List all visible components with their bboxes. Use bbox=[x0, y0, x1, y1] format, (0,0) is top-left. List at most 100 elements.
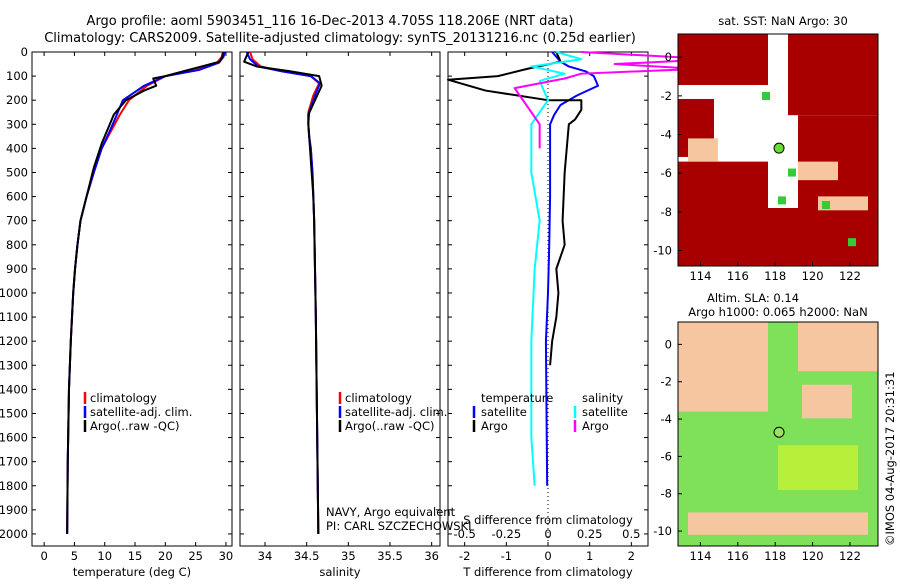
sst-cell bbox=[762, 92, 770, 100]
lon-tick-label: 114 bbox=[689, 549, 711, 563]
lat-tick-label: -6 bbox=[661, 166, 672, 180]
argo-position-marker bbox=[773, 142, 785, 154]
sst-cell bbox=[778, 196, 786, 205]
x-tick-label: 35 bbox=[341, 549, 356, 563]
sst-map: 114 116 118 120 122 0 -2 -4 -6 -8 -10 bbox=[653, 33, 879, 283]
land-patch bbox=[798, 322, 878, 372]
series-line-salinity-argo bbox=[513, 51, 716, 149]
s-tick-label: -0.25 bbox=[491, 527, 521, 541]
series-line-salinity-satellite bbox=[530, 51, 583, 486]
lon-tick-label: 122 bbox=[839, 549, 861, 563]
legend-t-satellite-label: satellite bbox=[481, 405, 527, 419]
s-tick-label: 0 bbox=[544, 527, 551, 541]
sst-patch bbox=[788, 34, 878, 116]
x-tick-label: 34.5 bbox=[294, 549, 320, 563]
x-tick-label: 25 bbox=[188, 549, 203, 563]
series-line-temperature-argo bbox=[447, 51, 583, 366]
lon-tick-label: 118 bbox=[764, 549, 786, 563]
lat-tick-label: -10 bbox=[653, 244, 672, 258]
depth-tick-label: 900 bbox=[6, 262, 28, 276]
x-tick-label: 35.5 bbox=[377, 549, 403, 563]
t-diff-axis-label: T difference from climatology bbox=[462, 565, 633, 579]
sst-map-title: sat. SST: NaN Argo: 30 bbox=[718, 14, 848, 28]
pi-note: PI: CARL SZCZECHOWSKI bbox=[326, 519, 472, 533]
depth-tick-label: 1300 bbox=[0, 358, 28, 372]
depth-tick-label: 1500 bbox=[0, 406, 28, 420]
depth-tick-label: 700 bbox=[6, 214, 28, 228]
sst-cell bbox=[788, 168, 796, 177]
x-tick-label: 0 bbox=[544, 549, 551, 563]
x-tick-label: 1 bbox=[586, 549, 593, 563]
salinity-legend: climatology satellite-adj. clim. Argo(..… bbox=[338, 391, 447, 433]
legend-s-satellite-label: satellite bbox=[582, 405, 628, 419]
sst-patch bbox=[738, 208, 878, 266]
lon-tick-label: 122 bbox=[839, 269, 861, 283]
sst-cell bbox=[822, 201, 830, 210]
depth-tick-label: 1600 bbox=[0, 431, 28, 445]
sla-map-title-line2: Argo h1000: 0.065 h2000: NaN bbox=[688, 305, 867, 319]
depth-tick-label: 500 bbox=[6, 165, 28, 179]
series-line-satellite-adj-clim- bbox=[66, 51, 226, 534]
salinity-axis-label: salinity bbox=[319, 565, 360, 579]
map-frame bbox=[677, 33, 879, 267]
x-tick-label: -1 bbox=[501, 549, 512, 563]
depth-tick-label: 1100 bbox=[0, 310, 28, 324]
legend-argo-label: Argo(..raw -QC) bbox=[345, 419, 435, 433]
land-patch bbox=[818, 196, 868, 211]
series-line-temperature-satellite bbox=[544, 51, 599, 486]
lat-tick-label: -4 bbox=[661, 128, 672, 142]
sla-map-title-line1: Altim. SLA: 0.14 bbox=[707, 291, 799, 305]
legend-climatology-label: climatology bbox=[90, 391, 157, 405]
series-line-argo-raw-qc- bbox=[243, 51, 323, 534]
legend-satellite-label: satellite-adj. clim. bbox=[345, 405, 447, 419]
map-frame bbox=[677, 321, 879, 547]
x-tick-label: 10 bbox=[97, 549, 112, 563]
s-tick-label: -0.5 bbox=[453, 527, 475, 541]
depth-tick-label: 100 bbox=[6, 69, 28, 83]
lat-tick-label: -2 bbox=[661, 89, 672, 103]
s-tick-label: 0.25 bbox=[577, 527, 603, 541]
land-patch bbox=[798, 161, 838, 181]
land-patch bbox=[802, 384, 852, 419]
lat-tick-label: -6 bbox=[661, 449, 672, 463]
lat-tick-label: -8 bbox=[661, 205, 672, 219]
lat-tick-label: 0 bbox=[665, 337, 672, 351]
sst-cell bbox=[848, 238, 856, 247]
sla-map: 114 116 118 120 122 0 -2 -4 -6 -8 -10 bbox=[653, 321, 879, 563]
legend-climatology-label: climatology bbox=[345, 391, 412, 405]
argo-position-marker bbox=[773, 426, 785, 438]
lon-tick-label: 114 bbox=[689, 269, 711, 283]
lon-tick-label: 116 bbox=[727, 269, 749, 283]
depth-tick-label: 1800 bbox=[0, 479, 28, 493]
x-tick-label: -2 bbox=[459, 549, 470, 563]
depth-tick-label: 300 bbox=[6, 117, 28, 131]
land-patch bbox=[678, 322, 768, 412]
x-tick-label: 36 bbox=[424, 549, 439, 563]
depth-tick-label: 200 bbox=[6, 93, 28, 107]
x-tick-label: 20 bbox=[158, 549, 173, 563]
legend-salinity-title: salinity bbox=[582, 391, 623, 405]
land-patch bbox=[688, 512, 868, 535]
x-tick-label: 0 bbox=[40, 549, 47, 563]
figure-title-line1: Argo profile: aoml 5903451_116 16-Dec-20… bbox=[87, 14, 574, 29]
temperature-series-group: 0 5 10 15 20 25 30 bbox=[40, 51, 233, 563]
depth-tick-label: 1200 bbox=[0, 334, 28, 348]
salinity-series-group: 34 34.5 35 35.5 36 bbox=[243, 51, 439, 563]
depth-tick-label: 1700 bbox=[0, 455, 28, 469]
legend-s-argo-label: Argo bbox=[582, 419, 609, 433]
depth-tick-label: 400 bbox=[6, 141, 28, 155]
temperature-legend: climatology satellite-adj. clim. Argo(..… bbox=[83, 391, 192, 433]
difference-series-group: -2 -1 0 1 2-0.5 -0.25 0 0.25 0.5 bbox=[447, 51, 716, 563]
depth-tick-label: 2000 bbox=[0, 527, 28, 541]
x-tick-label: 34 bbox=[258, 549, 273, 563]
s-diff-axis-label: S difference from climatology bbox=[463, 513, 633, 527]
temperature-panel bbox=[31, 51, 233, 547]
sst-patch bbox=[678, 34, 768, 86]
figure-title-line2: Climatology: CARS2009. Satellite-adjuste… bbox=[44, 31, 636, 46]
lon-tick-label: 116 bbox=[727, 549, 749, 563]
legend-t-argo-label: Argo bbox=[481, 419, 508, 433]
lon-tick-label: 118 bbox=[764, 269, 786, 283]
difference-legend: temperature satellite Argo salinity sate… bbox=[472, 391, 628, 433]
legend-temperature-title: temperature bbox=[481, 391, 553, 405]
